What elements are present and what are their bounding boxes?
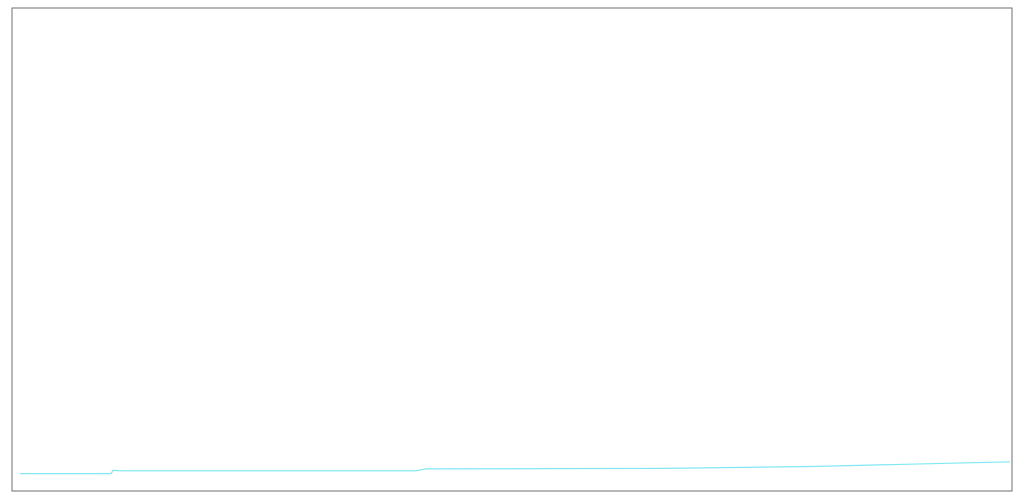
series-layer — [20, 461, 1011, 475]
series-line-0 — [20, 461, 1011, 475]
plot-frame — [11, 7, 1013, 492]
